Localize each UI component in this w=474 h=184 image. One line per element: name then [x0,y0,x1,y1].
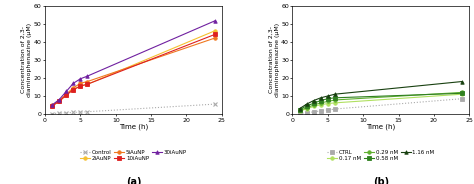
Text: (a): (a) [126,177,141,184]
Y-axis label: Concentration of 2,3-
diaminophenazine (μM): Concentration of 2,3- diaminophenazine (… [269,23,280,97]
Legend: CTRL, 0.17 nM, 0.29 nM, 0.58 nM, 1.16 nM: CTRL, 0.17 nM, 0.29 nM, 0.58 nM, 1.16 nM [327,149,435,162]
X-axis label: Time (h): Time (h) [366,124,395,130]
X-axis label: Time (h): Time (h) [119,124,148,130]
Legend: Control, 2iAuNP, 5iAuNP, 10iAuNP, 30iAuNP: Control, 2iAuNP, 5iAuNP, 10iAuNP, 30iAuN… [80,149,187,162]
Text: (b): (b) [373,177,389,184]
Y-axis label: Concentration of 2,3-
diaminophenazine (μM): Concentration of 2,3- diaminophenazine (… [21,23,32,97]
